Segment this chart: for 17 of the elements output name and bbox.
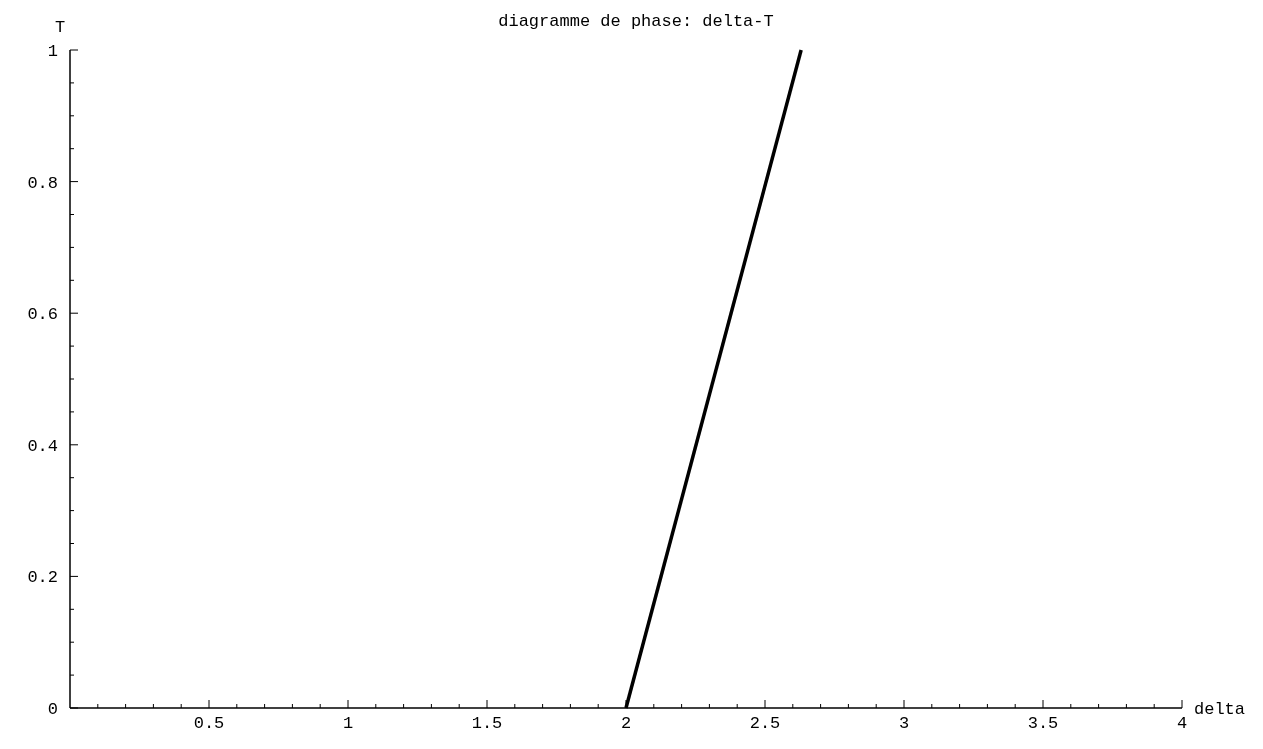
x-tick-label: 0.5	[193, 714, 225, 733]
x-tick-label: 2.5	[749, 714, 781, 733]
x-tick-label: 1	[342, 714, 354, 733]
x-tick-label: 3	[898, 714, 910, 733]
y-tick-label: 1	[47, 42, 58, 61]
chart-title: diagramme de phase: delta-T	[498, 12, 774, 31]
x-axis-title: delta	[1194, 700, 1246, 719]
x-tick-label: 1.5	[471, 714, 503, 733]
y-tick-label: 0.6	[27, 305, 58, 325]
x-tick-label: 3.5	[1027, 714, 1059, 733]
y-axis-title: T	[54, 18, 66, 37]
y-tick-label: 0.8	[27, 173, 58, 193]
y-tick-label: 0.4	[27, 436, 58, 456]
y-tick-label: 0	[47, 700, 58, 719]
x-tick-label: 2	[620, 714, 632, 733]
x-tick-label: 4	[1176, 714, 1188, 733]
y-tick-label: 0.2	[27, 568, 58, 588]
